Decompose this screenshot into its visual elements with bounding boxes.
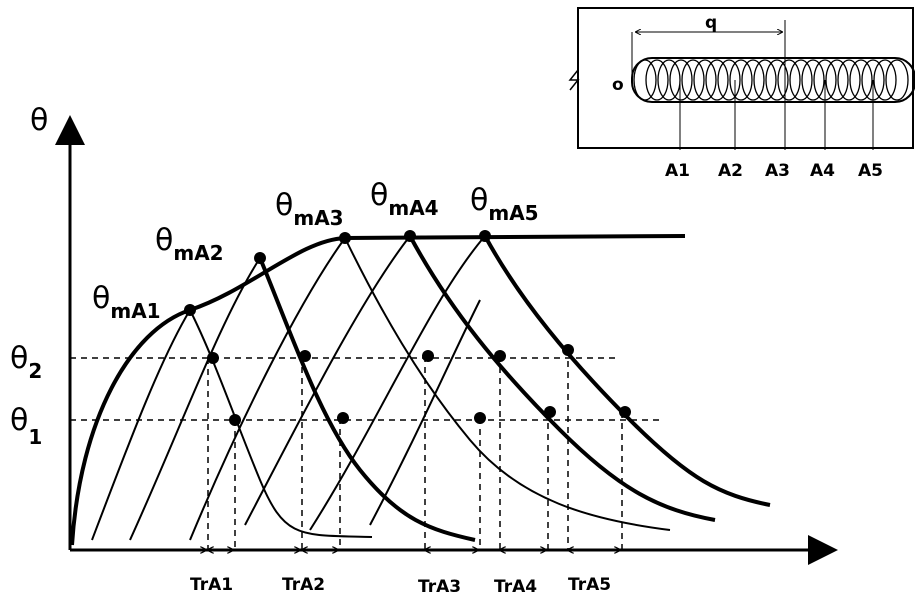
point-label: A1 [665, 161, 690, 181]
interval-label: TrA1 [190, 575, 233, 595]
interval-label: TrA4 [494, 577, 537, 597]
peak-label: θmA5 [470, 183, 539, 225]
weld-inset: q o A1 A2 A3 A4 A5 [570, 8, 915, 181]
diagram: θ θ2 θ1 θmA1 θmA2 θmA3 θmA4 θmA5 TrA1 Tr… [0, 0, 915, 598]
peak-label: θmA1 [92, 281, 161, 323]
thermal-cycles [92, 236, 770, 540]
peak-label: θmA4 [370, 178, 439, 220]
spacing-label: q [705, 13, 717, 33]
y-axis-label: θ [30, 103, 48, 138]
interval-label: TrA5 [568, 575, 611, 595]
point-label: A2 [718, 161, 743, 181]
level-label: θ1 [10, 403, 42, 449]
dashed-levels [70, 350, 660, 550]
interval-label: TrA2 [282, 575, 325, 595]
level-label: θ2 [10, 341, 42, 383]
axes [70, 118, 835, 550]
interval-label: TrA3 [418, 577, 461, 597]
points [184, 230, 631, 426]
point-label: A5 [858, 161, 883, 181]
point-label: A4 [810, 161, 835, 181]
origin-label: o [612, 75, 624, 95]
point-label: A3 [765, 161, 790, 181]
peak-label: θmA2 [155, 223, 224, 265]
peak-label: θmA3 [275, 188, 344, 230]
